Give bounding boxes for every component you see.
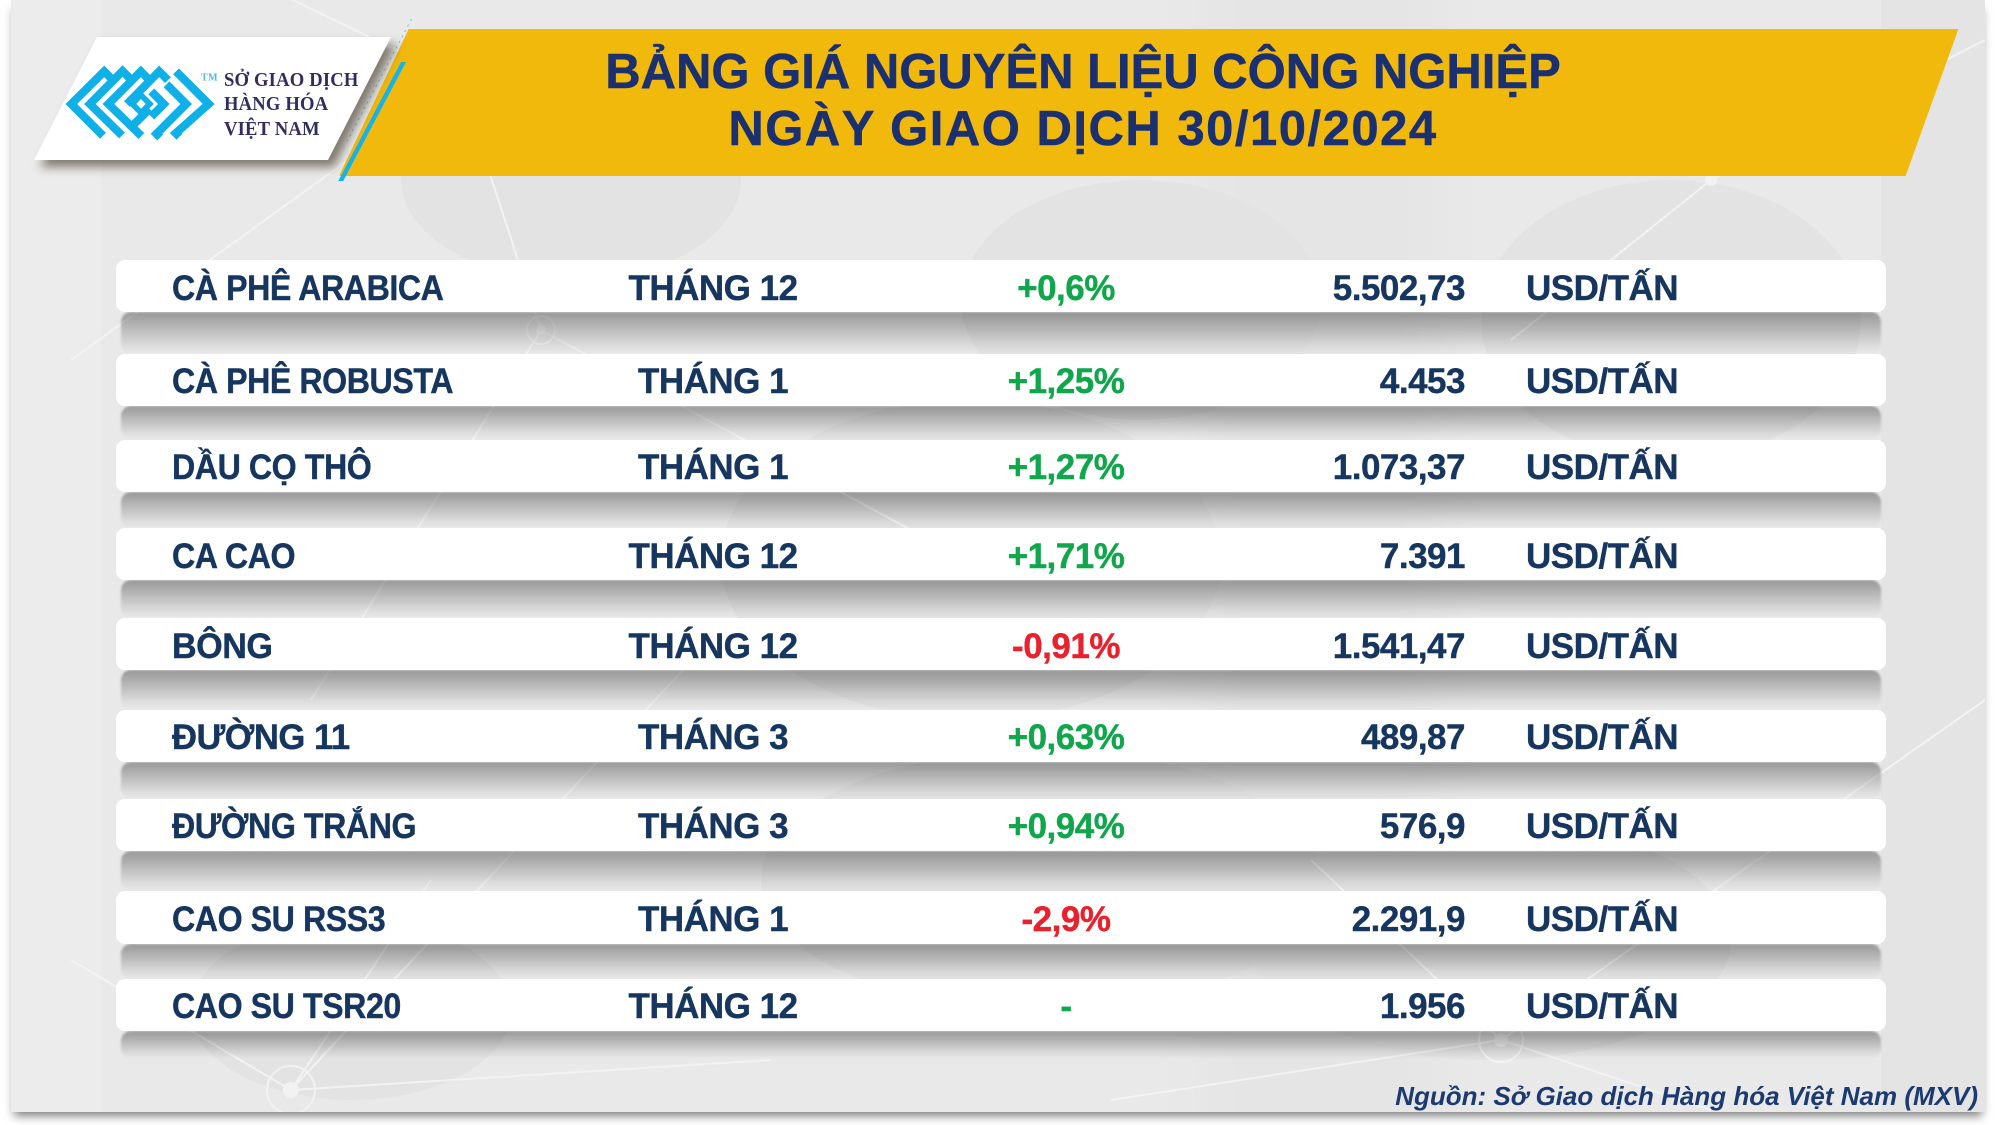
svg-text:TM: TM (201, 73, 218, 84)
